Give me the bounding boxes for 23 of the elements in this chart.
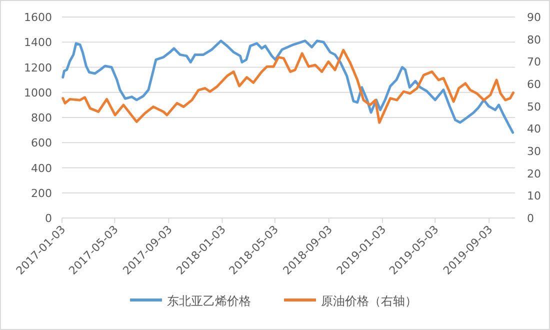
y2-tick-label: 80 (527, 33, 541, 46)
legend-label: 东北亚乙烯价格 (167, 294, 251, 308)
line-series (62, 40, 514, 134)
y-tick-label: 0 (45, 212, 52, 225)
y2-tick-label: 70 (527, 56, 541, 69)
y2-tick-label: 40 (527, 122, 541, 136)
y2-tick-label: 30 (527, 145, 541, 158)
y-tick-label: 1200 (24, 61, 52, 74)
y2-tick-label: 50 (527, 100, 541, 114)
y-tick-label: 1600 (24, 11, 52, 24)
y2-tick-label: 90 (527, 11, 541, 24)
y2-tick-label: 0 (527, 212, 534, 225)
y2-tick-label: 20 (527, 167, 541, 180)
y2-tick-label: 10 (527, 190, 541, 203)
y-tick-label: 400 (31, 162, 52, 175)
y-tick-label: 1000 (24, 86, 52, 100)
y2-tick-label: 60 (527, 78, 541, 91)
legend-label: 原油价格（右轴） (321, 294, 417, 308)
y-tick-label: 1400 (24, 36, 52, 50)
y-tick-label: 200 (31, 186, 52, 200)
y-tick-label: 600 (31, 136, 52, 150)
y-tick-label: 800 (31, 112, 52, 124)
line-series (62, 48, 514, 124)
